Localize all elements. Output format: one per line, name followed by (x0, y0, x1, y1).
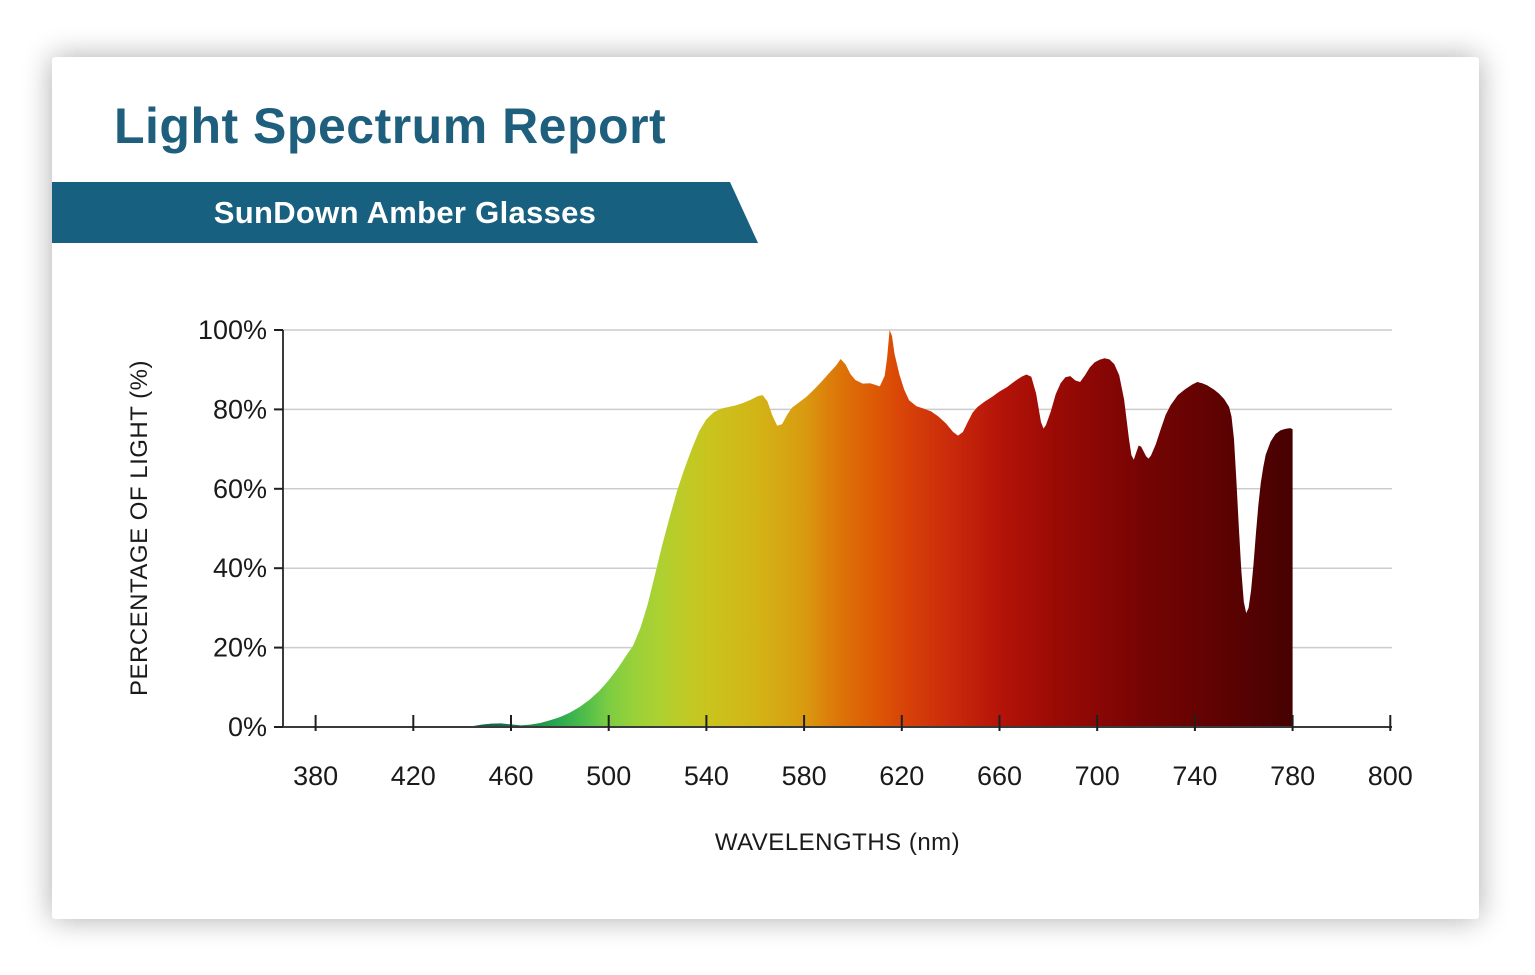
page-title: Light Spectrum Report (114, 98, 667, 154)
x-tick-label: 540 (684, 761, 729, 791)
x-tick-label: 740 (1172, 761, 1217, 791)
spectrum-area-chart: 380 420 460 500 540 580 620 660 700 740 780 800 0% 20… (198, 315, 1413, 791)
report-card: Light Spectrum Report SunDown Amber Glas… (52, 57, 1479, 919)
x-tick-label: 460 (488, 761, 533, 791)
x-tick-label: 660 (977, 761, 1022, 791)
x-tick-label: 620 (879, 761, 924, 791)
x-tick-label: 700 (1075, 761, 1120, 791)
y-axis-title: PERCENTAGE OF LIGHT (%) (126, 360, 153, 696)
y-tick-label: 80% (213, 394, 267, 424)
y-tick-label: 40% (213, 553, 267, 583)
x-tick-label: 500 (586, 761, 631, 791)
y-tick-label: 20% (213, 633, 267, 663)
y-tick-label: 100% (198, 315, 267, 345)
x-axis-title: WAVELENGTHS (nm) (714, 829, 961, 856)
x-tick-label: 580 (782, 761, 827, 791)
y-tick-label: 0% (228, 712, 267, 742)
x-tick-label: 380 (293, 761, 338, 791)
x-tick-label: 780 (1270, 761, 1315, 791)
y-tick-label: 60% (213, 474, 267, 504)
subtitle-banner: SunDown Amber Glasses (52, 182, 758, 243)
subtitle-label: SunDown Amber Glasses (213, 194, 597, 230)
x-tick-label: 800 (1368, 761, 1413, 791)
x-tick-label: 420 (391, 761, 436, 791)
spectrum-area (315, 330, 1293, 727)
